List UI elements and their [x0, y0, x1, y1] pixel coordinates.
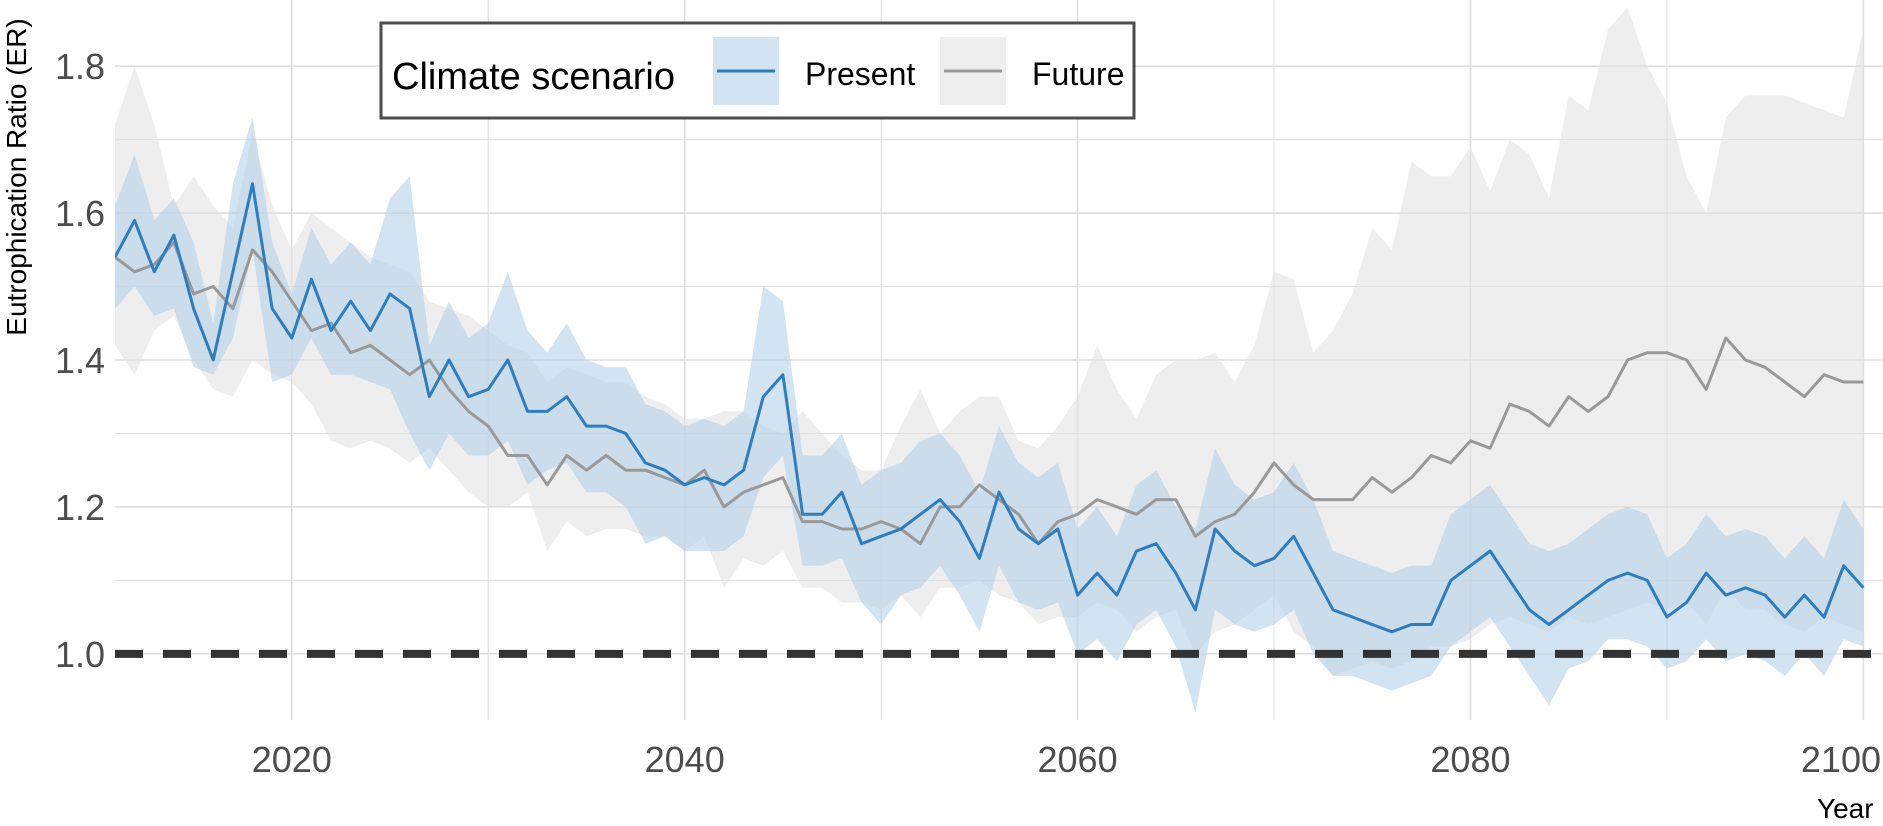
legend-title: Climate scenario [392, 56, 675, 98]
legend-label-present: Present [805, 56, 915, 92]
x-tick-label: 2060 [1038, 739, 1118, 780]
tick-labels: 1.0 1.2 1.4 1.6 1.8 2020 2040 2060 2080 2100 [55, 46, 1881, 780]
x-axis-title: Year [1817, 793, 1874, 824]
y-tick-label: 1.2 [55, 487, 105, 528]
x-tick-label: 2080 [1430, 739, 1510, 780]
y-tick-label: 1.6 [55, 193, 105, 234]
x-tick-label: 2020 [252, 739, 332, 780]
y-tick-label: 1.8 [55, 46, 105, 87]
y-axis-title: Eutrophication Ratio (ER) [1, 18, 32, 335]
series-lines [115, 182, 1865, 634]
y-tick-label: 1.4 [55, 340, 105, 381]
legend-label-future: Future [1032, 56, 1124, 92]
band-present [115, 117, 1864, 713]
x-tick-label: 2100 [1801, 739, 1881, 780]
line-future [115, 240, 1864, 546]
y-tick-label: 1.0 [55, 634, 105, 675]
legend: Climate scenario Present Future [379, 21, 1136, 120]
x-tick-label: 2040 [645, 739, 725, 780]
uncertainty-bands [115, 7, 1864, 713]
band-future [115, 7, 1864, 676]
line-present [115, 182, 1865, 634]
